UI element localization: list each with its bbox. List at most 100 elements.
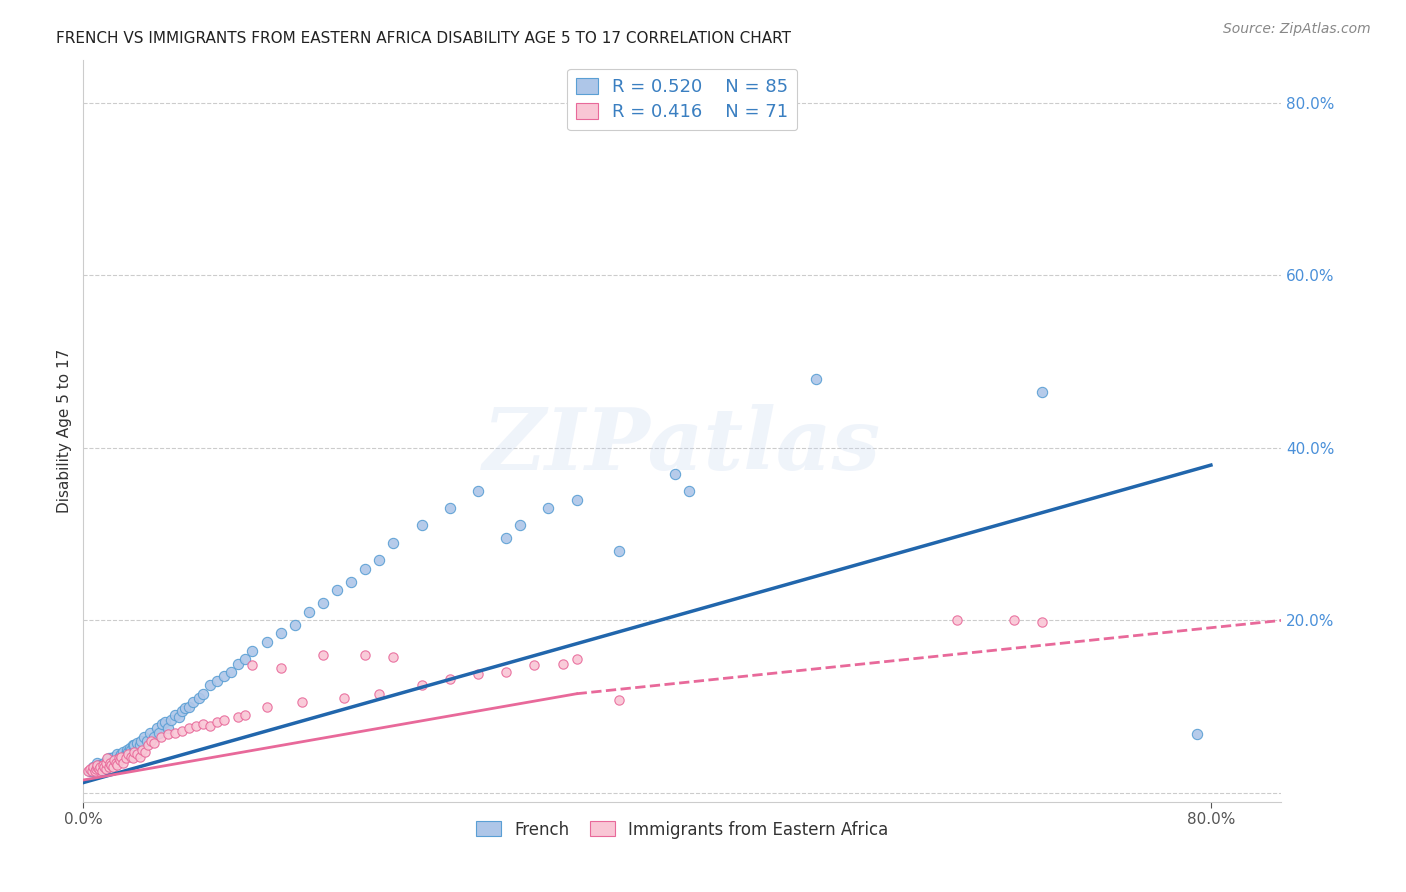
Point (150, 717, 173, 731)
Point (96, 753, 118, 767)
Point (134, 745, 156, 759)
Point (368, 553, 391, 567)
Point (111, 756, 134, 770)
Point (128, 749, 150, 764)
Point (136, 739, 159, 753)
Point (76, 764, 98, 779)
Point (122, 739, 145, 753)
Point (678, 483, 700, 498)
Point (110, 749, 132, 764)
Point (439, 672, 461, 686)
Point (156, 727, 179, 741)
Point (86, 760, 108, 774)
Point (523, 658, 546, 673)
Point (104, 753, 127, 767)
Point (205, 715, 228, 730)
Point (205, 673, 228, 688)
Point (495, 532, 517, 546)
Point (98, 756, 121, 770)
Point (97, 751, 120, 765)
Point (312, 648, 335, 662)
Point (1002, 614, 1025, 628)
Point (142, 736, 165, 750)
Point (79, 764, 101, 779)
Point (256, 699, 278, 714)
Point (177, 721, 200, 735)
Point (110, 747, 132, 761)
Point (156, 721, 179, 735)
Point (664, 467, 686, 481)
Point (121, 751, 143, 765)
Point (312, 596, 335, 610)
Point (93, 757, 115, 772)
Point (221, 665, 243, 680)
Point (94, 762, 117, 776)
Point (368, 687, 391, 701)
Point (117, 745, 139, 759)
Point (212, 669, 235, 683)
Point (79, 762, 101, 776)
Point (87, 762, 110, 776)
Point (509, 518, 531, 533)
Point (101, 760, 124, 774)
Point (326, 583, 349, 598)
Text: ZIPatlas: ZIPatlas (484, 404, 882, 487)
Point (198, 719, 221, 733)
Point (90, 762, 112, 776)
Point (107, 751, 129, 765)
Point (170, 723, 193, 738)
Point (607, 544, 630, 558)
Point (333, 691, 356, 706)
Point (467, 483, 489, 498)
Point (382, 649, 405, 664)
Point (103, 749, 125, 764)
Point (439, 501, 461, 516)
Point (132, 730, 155, 744)
Point (228, 657, 250, 671)
Point (135, 734, 157, 748)
Point (80, 764, 103, 779)
Point (148, 725, 170, 739)
Point (298, 605, 321, 619)
Point (411, 678, 433, 692)
Point (607, 692, 630, 706)
Point (100, 758, 122, 772)
Point (89, 760, 111, 774)
Point (94, 756, 117, 770)
Point (114, 747, 136, 761)
Point (131, 743, 153, 757)
Point (94, 760, 117, 774)
Point (212, 713, 235, 727)
Point (98, 756, 121, 770)
Point (105, 758, 128, 772)
Point (354, 561, 377, 575)
Point (806, 372, 828, 386)
Point (104, 756, 127, 770)
Point (565, 492, 588, 507)
Point (107, 751, 129, 765)
Point (114, 751, 136, 765)
Point (90, 764, 112, 779)
Point (270, 626, 292, 640)
Text: FRENCH VS IMMIGRANTS FROM EASTERN AFRICA DISABILITY AGE 5 TO 17 CORRELATION CHAR: FRENCH VS IMMIGRANTS FROM EASTERN AFRICA… (56, 31, 792, 46)
Point (97, 760, 120, 774)
Point (87, 758, 110, 772)
Point (537, 501, 560, 516)
Point (1031, 615, 1053, 629)
Point (117, 747, 139, 761)
Point (382, 535, 405, 549)
Point (228, 710, 250, 724)
Point (235, 708, 257, 723)
Point (565, 652, 588, 666)
Point (191, 717, 214, 731)
Point (118, 741, 141, 756)
Point (153, 715, 176, 730)
Point (354, 648, 377, 662)
Point (551, 657, 574, 671)
Point (80, 764, 103, 779)
Point (138, 725, 160, 739)
Point (86, 760, 108, 774)
Point (467, 666, 489, 681)
Legend: French, Immigrants from Eastern Africa: French, Immigrants from Eastern Africa (470, 814, 896, 846)
Point (93, 756, 115, 770)
